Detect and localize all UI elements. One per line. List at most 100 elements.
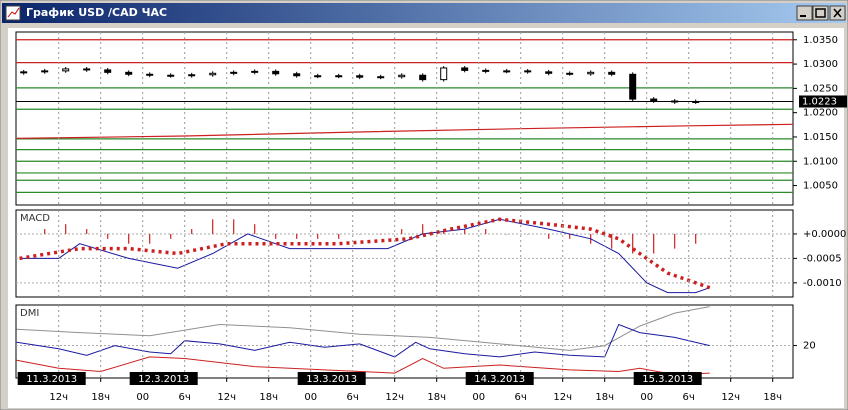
histogram-bar bbox=[422, 224, 424, 234]
candle-body bbox=[125, 71, 133, 75]
histogram-bar bbox=[611, 233, 613, 249]
date-label: 13.3.2013 bbox=[306, 374, 357, 385]
x-tick-label: 00 bbox=[304, 392, 317, 403]
histogram-bar bbox=[338, 233, 340, 239]
date-label: 12.3.2013 bbox=[138, 374, 189, 385]
title-bar bbox=[2, 3, 846, 23]
indicator-line bbox=[16, 306, 710, 351]
histogram-bar bbox=[149, 233, 151, 244]
y-tick-label: 1.0150 bbox=[803, 132, 838, 143]
candle-body bbox=[566, 72, 574, 75]
last-price-box bbox=[799, 95, 847, 108]
candle-body bbox=[230, 71, 238, 74]
panel-content bbox=[16, 39, 793, 193]
y-tick-label: 1.0250 bbox=[803, 83, 838, 94]
date-box bbox=[129, 372, 198, 385]
y-tick-label: 1.0200 bbox=[803, 108, 838, 119]
maximize-button[interactable] bbox=[812, 5, 829, 21]
x-tick-label: 6ч bbox=[179, 392, 191, 403]
y-tick-label: 1.0050 bbox=[803, 181, 838, 192]
x-tick-label: 12ч bbox=[217, 392, 236, 403]
histogram-bar bbox=[485, 229, 487, 234]
panel bbox=[15, 209, 794, 298]
candle-body bbox=[398, 74, 406, 78]
x-tick-label: 12ч bbox=[721, 392, 740, 403]
candle-body bbox=[251, 70, 259, 73]
candle-body bbox=[167, 74, 175, 77]
y-tick-label: 1.0100 bbox=[803, 156, 838, 167]
x-tick-label: 6ч bbox=[683, 392, 695, 403]
panel bbox=[15, 31, 794, 206]
y-tick-label: -0.0005 bbox=[803, 253, 842, 264]
date-box bbox=[633, 372, 702, 385]
histogram-bar bbox=[191, 229, 193, 234]
y-tick-label: 1.0350 bbox=[803, 35, 838, 46]
indicator-line bbox=[16, 356, 710, 376]
panel-title: MACD bbox=[20, 213, 50, 224]
window-title: График USD /CAD ЧАС bbox=[26, 6, 167, 19]
histogram-bar bbox=[464, 229, 466, 234]
histogram-bar bbox=[212, 219, 214, 234]
date-box bbox=[17, 372, 86, 385]
x-tick-label: 12ч bbox=[49, 392, 68, 403]
panel-title: DMI bbox=[20, 308, 39, 319]
candle-body bbox=[20, 71, 28, 74]
candle-body bbox=[104, 69, 112, 73]
histogram-bar bbox=[401, 229, 403, 234]
candle-body bbox=[587, 71, 595, 75]
candle-body bbox=[440, 67, 448, 81]
panel-content bbox=[16, 217, 793, 294]
histogram-bar bbox=[653, 233, 655, 254]
panel-content bbox=[16, 306, 793, 376]
histogram-bar bbox=[107, 233, 109, 239]
y-tick-label: 1.0300 bbox=[803, 59, 838, 70]
candle-body bbox=[293, 73, 301, 77]
histogram-bar bbox=[548, 233, 550, 239]
candle-body bbox=[146, 73, 154, 76]
date-label: 15.3.2013 bbox=[642, 374, 693, 385]
candle-body bbox=[83, 68, 91, 71]
histogram-bar bbox=[527, 233, 529, 235]
y-tick-label: -0.0010 bbox=[803, 278, 842, 289]
histogram-bar bbox=[317, 233, 319, 239]
histogram-bar bbox=[65, 224, 67, 234]
x-tick-label: 18ч bbox=[595, 392, 614, 403]
histogram-bar bbox=[128, 233, 130, 244]
histogram-bar bbox=[86, 229, 88, 234]
x-tick-label: 00 bbox=[472, 392, 485, 403]
date-box bbox=[297, 372, 366, 385]
signal-line bbox=[19, 217, 711, 290]
date-box bbox=[465, 372, 534, 385]
candle-body bbox=[461, 67, 469, 71]
minimize-button[interactable] bbox=[796, 5, 813, 21]
candle-body bbox=[62, 68, 70, 72]
x-tick-label: 12ч bbox=[553, 392, 572, 403]
candle-body bbox=[335, 75, 343, 78]
candle-body bbox=[503, 70, 511, 73]
candle-body bbox=[314, 75, 322, 78]
histogram-bar bbox=[359, 233, 361, 235]
x-tick-label: 18ч bbox=[259, 392, 278, 403]
x-tick-label: 6ч bbox=[347, 392, 359, 403]
candle-body bbox=[272, 70, 280, 75]
x-tick-label: 18ч bbox=[91, 392, 110, 403]
panel bbox=[15, 304, 794, 379]
candle-body bbox=[545, 71, 553, 74]
close-button[interactable] bbox=[829, 5, 846, 21]
candle-body bbox=[650, 98, 658, 102]
candle-body bbox=[419, 74, 427, 81]
app-icon-glyph bbox=[7, 7, 20, 18]
x-tick-label: 00 bbox=[136, 392, 149, 403]
y-tick-label: 20 bbox=[803, 341, 816, 352]
histogram-bar bbox=[170, 233, 172, 239]
histogram-bar bbox=[569, 233, 571, 239]
histogram-bar bbox=[695, 233, 697, 244]
candle-body bbox=[629, 73, 637, 100]
indicator-line bbox=[16, 323, 710, 358]
x-tick-label: 00 bbox=[640, 392, 653, 403]
candle-body bbox=[356, 75, 364, 78]
candle-body bbox=[377, 76, 385, 79]
x-tick-label: 18ч bbox=[763, 392, 782, 403]
